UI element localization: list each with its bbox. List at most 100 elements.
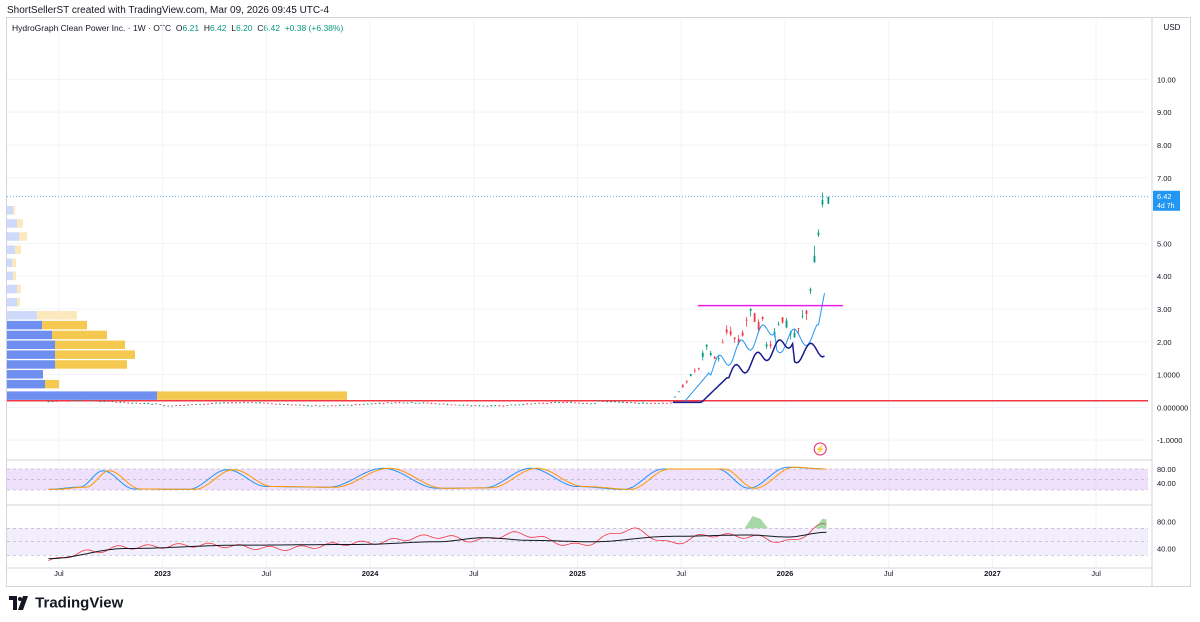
grid-lines: [7, 20, 1148, 568]
candle-body: [274, 403, 277, 405]
candle-body: [630, 402, 632, 404]
candle-body: [634, 402, 636, 404]
candle-body: [797, 328, 800, 329]
candle-body: [195, 404, 198, 405]
candle-body: [506, 405, 509, 406]
candle-body: [318, 405, 321, 407]
candle-body: [733, 337, 736, 339]
candle-body: [749, 308, 752, 311]
candle-body: [478, 405, 481, 407]
candle-body: [761, 316, 764, 319]
candle-body: [247, 402, 249, 404]
candle-body: [211, 403, 213, 405]
candle-body: [785, 320, 788, 328]
volume-profile-bar-volume-a: [7, 391, 157, 400]
candle-body: [729, 331, 732, 335]
candle-body: [801, 315, 804, 317]
candle-body: [817, 232, 820, 236]
candle-body: [203, 403, 205, 405]
candle-body: [127, 402, 130, 404]
rsi-ma-line: [48, 531, 827, 560]
candle-body: [326, 405, 329, 407]
flash-icon: [813, 442, 827, 456]
candle-body: [522, 404, 525, 406]
candle-body: [175, 405, 178, 406]
volume-profile-bar-volume-b: [17, 219, 23, 228]
candle-body: [103, 401, 106, 403]
candle-body: [661, 402, 664, 404]
candle-body: [673, 396, 676, 398]
candle-body: [642, 402, 644, 404]
price-tick-label: -1.0000: [1157, 436, 1182, 445]
close-value: 6.42: [263, 23, 280, 33]
candle-body: [685, 381, 688, 383]
volume-profile-bar-volume-b: [55, 360, 127, 369]
candle-body: [378, 402, 381, 404]
candle-body: [781, 317, 784, 323]
candle-body: [709, 353, 712, 356]
low-label: L: [231, 23, 236, 33]
candle-body: [574, 402, 577, 404]
volume-profile-bar-volume-a: [7, 311, 37, 320]
volume-profile-bar-volume-a: [7, 330, 52, 340]
volume-profile-bar-volume-b: [19, 232, 27, 241]
candle-body: [179, 405, 182, 406]
candle-body: [446, 404, 449, 406]
candle-body: [75, 400, 78, 402]
candle-body: [462, 404, 465, 406]
price-pane: ⚡: [7, 192, 1148, 456]
rsi-line: [48, 523, 827, 561]
candle-body: [79, 399, 82, 401]
candle-body: [689, 374, 692, 377]
volume-profile-bar-volume-a: [7, 258, 12, 268]
candle-body: [657, 403, 660, 404]
volume-profile-bar-volume-a: [7, 320, 42, 330]
candle-body: [366, 403, 369, 405]
time-tick-label: Jul: [54, 569, 64, 578]
open-label: O: [175, 23, 183, 33]
candle-body: [514, 404, 517, 406]
candle-body: [370, 403, 373, 405]
candle-body: [374, 403, 377, 405]
volume-profile-bar-volume-b: [13, 271, 16, 281]
candle-body: [139, 403, 142, 404]
candle-body: [115, 402, 118, 403]
candle-body: [259, 402, 261, 404]
volume-profile-bar-volume-b: [17, 297, 20, 307]
candle-body: [282, 404, 285, 406]
currency-label[interactable]: USD: [1163, 23, 1181, 32]
candle-body: [665, 402, 668, 404]
candle-body: [813, 255, 816, 263]
candle-body: [606, 401, 608, 403]
candle-body: [155, 403, 158, 405]
time-tick-label: 2025: [569, 569, 586, 578]
rsi-overbought-fill: [744, 516, 769, 529]
price-tick-label: 0.000000: [1157, 403, 1188, 412]
last-price-tag: [1153, 190, 1180, 211]
candle-body: [677, 391, 680, 393]
candle-body: [91, 400, 94, 402]
symbol-name[interactable]: HydroGraph Clean Power Inc. · 1W · OTC: [12, 23, 172, 33]
candle-body: [55, 400, 58, 402]
candle-body: [530, 403, 533, 405]
candle-body: [753, 313, 756, 322]
tradingview-logo-icon: [9, 596, 28, 611]
volume-profile-bar-volume-a: [7, 370, 43, 379]
candle-body: [286, 404, 289, 405]
candle-body: [470, 405, 473, 407]
candle-body: [290, 404, 293, 406]
candle-body: [542, 402, 545, 404]
candle-body: [107, 400, 110, 402]
price-tick-label: 2.00: [1157, 338, 1172, 347]
candle-body: [95, 400, 98, 402]
volume-profile-bar-volume-a: [7, 219, 17, 228]
candle-body: [717, 358, 720, 360]
candle-body: [147, 403, 150, 405]
candle-body: [614, 401, 616, 403]
price-tick-label: 5.00: [1157, 239, 1172, 248]
candle-body: [721, 342, 724, 344]
candle-body: [598, 400, 600, 402]
candle-body: [737, 338, 740, 344]
candle-body: [546, 403, 549, 404]
